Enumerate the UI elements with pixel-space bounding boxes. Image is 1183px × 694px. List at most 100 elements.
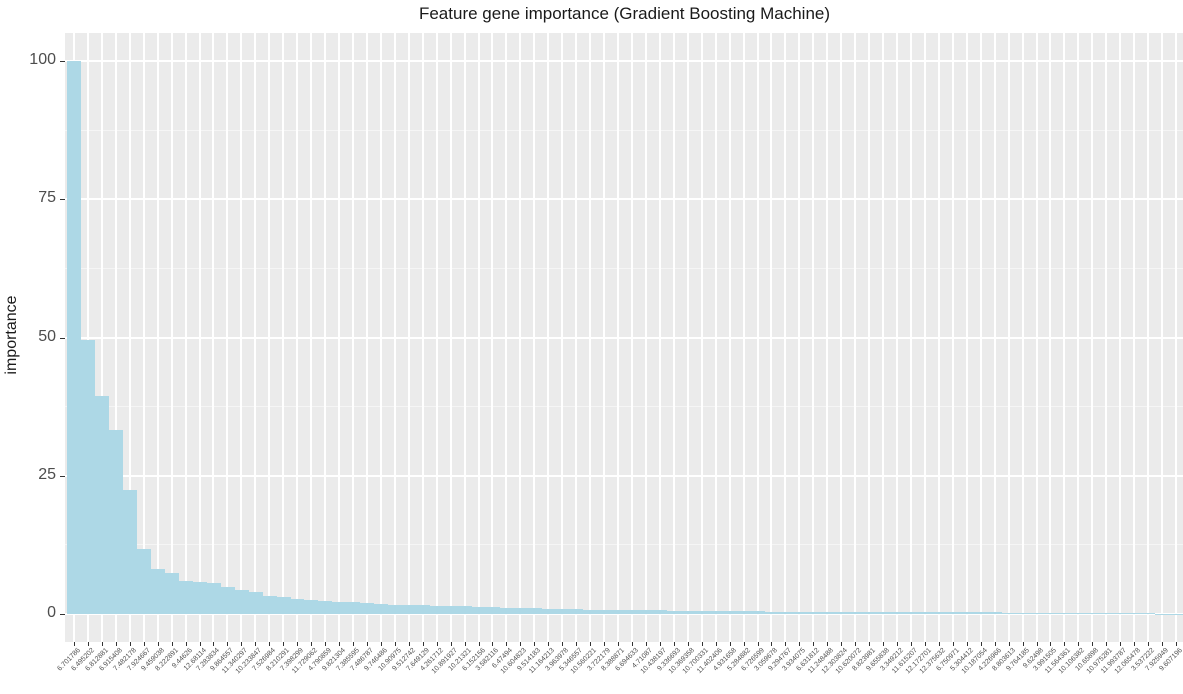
- vertical-gridline: [365, 33, 368, 642]
- x-tick: [1106, 642, 1108, 646]
- vertical-gridline: [86, 33, 89, 642]
- x-tick: [673, 642, 675, 646]
- y-tick-label: 100: [29, 51, 56, 68]
- bar: [346, 602, 361, 614]
- x-tick: [869, 642, 871, 646]
- bar: [359, 602, 375, 614]
- bar: [443, 605, 458, 614]
- bar: [387, 604, 403, 614]
- vertical-gridline: [937, 33, 940, 642]
- bar: [499, 607, 514, 614]
- bar: [304, 600, 319, 614]
- bar: [778, 611, 793, 614]
- x-tick: [157, 642, 159, 646]
- x-tick: [478, 642, 480, 646]
- x-tick: [408, 642, 410, 646]
- bar: [1029, 612, 1044, 614]
- vertical-gridline: [156, 33, 159, 642]
- bar: [1057, 612, 1072, 614]
- x-tick: [492, 642, 494, 646]
- bar: [94, 396, 110, 614]
- bar: [136, 549, 151, 614]
- bar: [890, 612, 905, 614]
- x-tick: [701, 642, 703, 646]
- vertical-gridline: [728, 33, 731, 642]
- vertical-gridline: [226, 33, 229, 642]
- bar: [318, 601, 333, 614]
- bar: [150, 568, 165, 614]
- bar: [764, 611, 779, 614]
- y-tick-label: 75: [38, 189, 56, 207]
- bar: [1043, 612, 1058, 614]
- x-tick: [799, 642, 801, 646]
- bar: [931, 612, 947, 614]
- chart-title: Feature gene importance (Gradient Boosti…: [418, 4, 831, 23]
- vertical-gridline: [617, 33, 620, 642]
- x-tick: [827, 642, 829, 646]
- bar: [736, 611, 751, 614]
- vertical-gridline: [128, 33, 131, 642]
- vertical-gridline: [700, 33, 703, 642]
- x-tick: [631, 642, 633, 646]
- vertical-gridline: [923, 33, 926, 642]
- bar: [848, 611, 863, 614]
- vertical-gridline: [505, 33, 508, 642]
- bar: [457, 606, 472, 614]
- bar: [792, 611, 807, 614]
- bar: [834, 611, 849, 614]
- minor-gridline: [65, 267, 1183, 269]
- bar: [708, 610, 723, 614]
- bar: [806, 611, 821, 614]
- vertical-gridline: [407, 33, 410, 642]
- vertical-gridline: [1063, 33, 1066, 642]
- vertical-gridline: [672, 33, 675, 642]
- vertical-gridline: [114, 33, 117, 642]
- vertical-gridline: [979, 33, 982, 642]
- vertical-gridline: [896, 33, 899, 642]
- x-tick: [576, 642, 578, 646]
- x-tick: [87, 642, 89, 646]
- x-tick: [241, 642, 243, 646]
- vertical-gridline: [756, 33, 759, 642]
- bar: [597, 609, 612, 614]
- x-tick: [366, 642, 368, 646]
- vertical-gridline: [1175, 33, 1178, 642]
- vertical-gridline: [1091, 33, 1094, 642]
- vertical-gridline: [254, 33, 257, 642]
- x-tick: [1134, 642, 1136, 646]
- vertical-gridline: [282, 33, 285, 642]
- vertical-gridline: [170, 33, 173, 642]
- vertical-gridline: [533, 33, 536, 642]
- x-tick: [729, 642, 731, 646]
- bar: [471, 606, 486, 614]
- bar: [262, 596, 277, 614]
- x-tick: [171, 642, 173, 646]
- x-tick: [311, 642, 313, 646]
- x-tick: [506, 642, 508, 646]
- vertical-gridline: [393, 33, 396, 642]
- x-tick: [534, 642, 536, 646]
- bar: [625, 610, 640, 614]
- vertical-gridline: [351, 33, 354, 642]
- vertical-gridline: [575, 33, 578, 642]
- bar: [876, 612, 891, 614]
- bar: [485, 607, 500, 614]
- x-tick: [352, 642, 354, 646]
- vertical-gridline: [142, 33, 145, 642]
- x-tick: [924, 642, 926, 646]
- vertical-gridline: [449, 33, 452, 642]
- x-tick: [1092, 642, 1094, 646]
- bar: [1127, 613, 1142, 615]
- minor-gridline: [65, 406, 1183, 408]
- vertical-gridline: [268, 33, 271, 642]
- vertical-gridline: [840, 33, 843, 642]
- vertical-gridline: [547, 33, 550, 642]
- x-tick: [520, 642, 522, 646]
- x-tick: [227, 642, 229, 646]
- x-tick: [952, 642, 954, 646]
- bar: [1169, 613, 1183, 615]
- vertical-gridline: [644, 33, 647, 642]
- x-tick: [101, 642, 103, 646]
- vertical-gridline: [589, 33, 592, 642]
- vertical-gridline: [310, 33, 313, 642]
